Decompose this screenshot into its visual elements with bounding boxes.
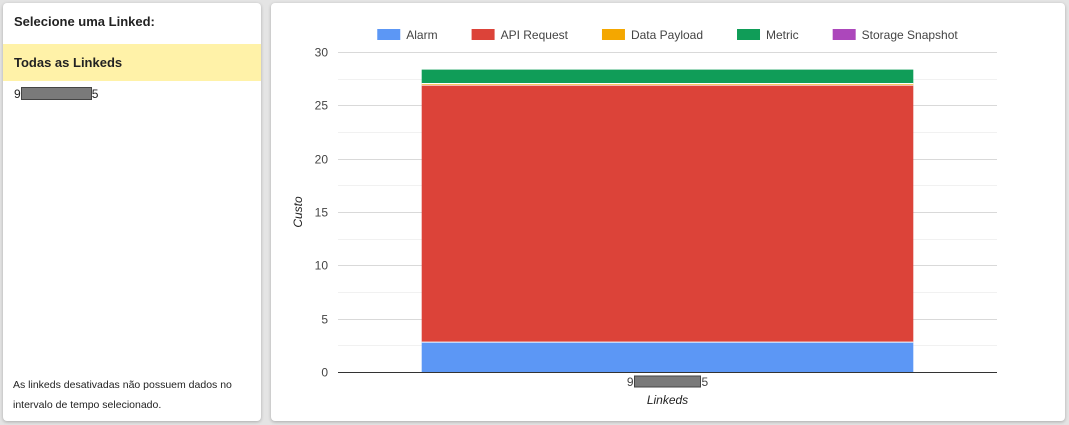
y-tick-label: 30	[315, 46, 329, 60]
y-tick-label: 10	[315, 259, 329, 273]
y-tick-label: 5	[321, 313, 328, 327]
account-id-suffix: 5	[91, 87, 99, 101]
account-id-prefix: 9	[14, 87, 21, 101]
linked-item-all-label: Todas as Linkeds	[14, 55, 123, 70]
x-category-prefix: 9	[627, 375, 634, 389]
deactivated-linkeds-note: As linkeds desativadas não possuem dados…	[13, 379, 232, 411]
x-axis-title: Linkeds	[647, 393, 688, 407]
selector-title: Selecione uma Linked:	[14, 14, 155, 29]
cost-chart-panel: 0 5 10 15 20 25 30 9 5 Linkeds Custo Alarm API Reque…	[271, 3, 1065, 421]
bar-segment-alarm	[421, 342, 914, 372]
legend-label-api-request: API Request	[501, 28, 569, 42]
bar-segment-api-request	[421, 85, 914, 343]
linked-item-all[interactable]: Todas as Linkeds	[3, 44, 261, 81]
legend-swatch-storage-snapshot	[832, 29, 856, 40]
y-tick-label: 15	[315, 206, 329, 220]
legend-swatch-metric	[737, 29, 761, 40]
legend-label-metric: Metric	[766, 28, 799, 42]
y-tick-label: 20	[315, 153, 329, 167]
legend-label-data-payload: Data Payload	[631, 28, 703, 42]
bar-segment-data-payload	[421, 83, 914, 86]
legend-swatch-alarm	[377, 29, 401, 40]
x-category-suffix: 5	[702, 375, 709, 389]
redacted-category-id	[634, 375, 701, 388]
legend-swatch-api-request	[471, 29, 495, 40]
cost-stacked-bar-chart: 0 5 10 15 20 25 30 9 5 Linkeds Custo Alarm API Reque…	[291, 28, 997, 407]
linked-selector-panel: Selecione uma Linked: Todas as Linkeds 9…	[3, 3, 261, 421]
legend-label-alarm: Alarm	[406, 28, 437, 42]
legend-swatch-data-payload	[601, 29, 625, 40]
y-axis-title: Custo	[291, 196, 305, 228]
redacted-account-id	[20, 87, 92, 101]
legend-label-storage-snapshot: Storage Snapshot	[862, 28, 959, 42]
y-tick-label: 0	[321, 366, 328, 380]
y-tick-label: 25	[315, 99, 329, 113]
bar-segment-metric	[421, 69, 914, 84]
